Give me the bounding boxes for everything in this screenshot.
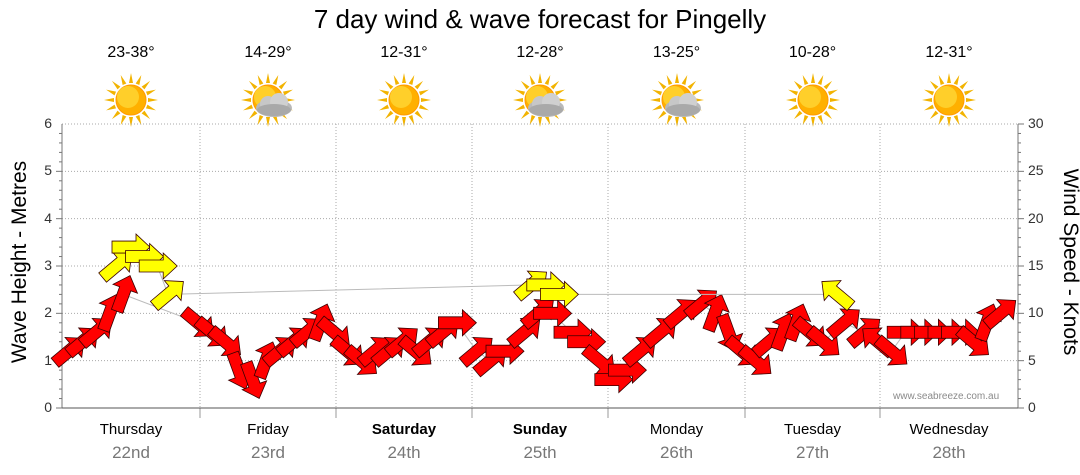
wind-arrow (533, 299, 573, 328)
date-label: 28th (932, 443, 966, 462)
temperature-range: 12-31° (925, 44, 973, 61)
wind-arrow (825, 308, 860, 340)
left-tick-label: 1 (44, 351, 52, 368)
date-label: 27th (795, 443, 830, 462)
left-tick-label: 5 (44, 162, 52, 179)
wind-arrow (805, 325, 840, 356)
wind-arrow (110, 275, 139, 314)
wind-arrow (982, 299, 1017, 331)
date-label: 25th (523, 443, 557, 462)
sun-icon (374, 70, 434, 130)
wind-arrow (702, 293, 730, 333)
day-label: Sunday (512, 421, 568, 438)
right-tick-label: 10 (1028, 304, 1044, 321)
day-label: Thursday (99, 421, 163, 438)
temperature-range: 14-29° (244, 44, 292, 61)
left-tick-label: 6 (44, 115, 52, 131)
wave-arrow (540, 280, 579, 309)
right-tick-label: 15 (1028, 257, 1044, 273)
temperature-range: 12-28° (516, 44, 564, 61)
wind-arrow (873, 334, 908, 366)
left-tick-label: 2 (44, 304, 52, 321)
sun-icon (783, 70, 843, 130)
date-label: 22nd (112, 443, 150, 462)
right-axis-label: Wind Speed - Knots (1059, 168, 1080, 356)
day-label: Tuesday (784, 421, 841, 438)
wind-arrow (567, 327, 607, 356)
day-label: Monday (649, 421, 704, 438)
left-tick-label: 3 (44, 257, 52, 273)
day-label: Saturday (371, 421, 437, 438)
temperature-range: 23-38° (107, 44, 155, 61)
right-tick-label: 0 (1028, 399, 1036, 415)
date-label: 26th (659, 443, 694, 462)
right-tick-label: 20 (1028, 209, 1044, 226)
right-tick-label: 25 (1028, 162, 1044, 179)
right-tick-label: 5 (1028, 351, 1036, 368)
temperature-range: 13-25° (652, 44, 701, 61)
wind-arrow (737, 343, 772, 375)
left-tick-label: 0 (44, 399, 52, 415)
right-tick-label: 30 (1028, 115, 1044, 131)
sun-cloud-icon (510, 70, 570, 130)
wave-arrow (138, 252, 178, 280)
sun-cloud-icon (647, 70, 707, 130)
day-label: Wednesday (909, 421, 989, 438)
wave-arrow (149, 280, 184, 312)
left-tick-label: 4 (44, 209, 52, 226)
wind-arrow (437, 308, 477, 337)
wind-arrow (240, 360, 268, 399)
chart-title: 7 day wind & wave forecast for Pingelly (313, 4, 767, 34)
temperature-range: 10-28° (788, 44, 837, 61)
date-label: 24th (387, 443, 421, 462)
day-label: Friday (247, 421, 289, 438)
sun-icon (101, 70, 161, 130)
wave-trend-line (115, 246, 838, 295)
sun-icon (919, 70, 979, 130)
credit-text: www.seabreeze.com.au (893, 391, 1000, 402)
wave-arrow (821, 280, 856, 312)
left-axis-label: Wave Height - Metres (8, 160, 31, 364)
sun-cloud-icon (238, 70, 298, 130)
temperature-range: 12-31° (380, 44, 428, 61)
date-label: 23rd (250, 443, 286, 462)
